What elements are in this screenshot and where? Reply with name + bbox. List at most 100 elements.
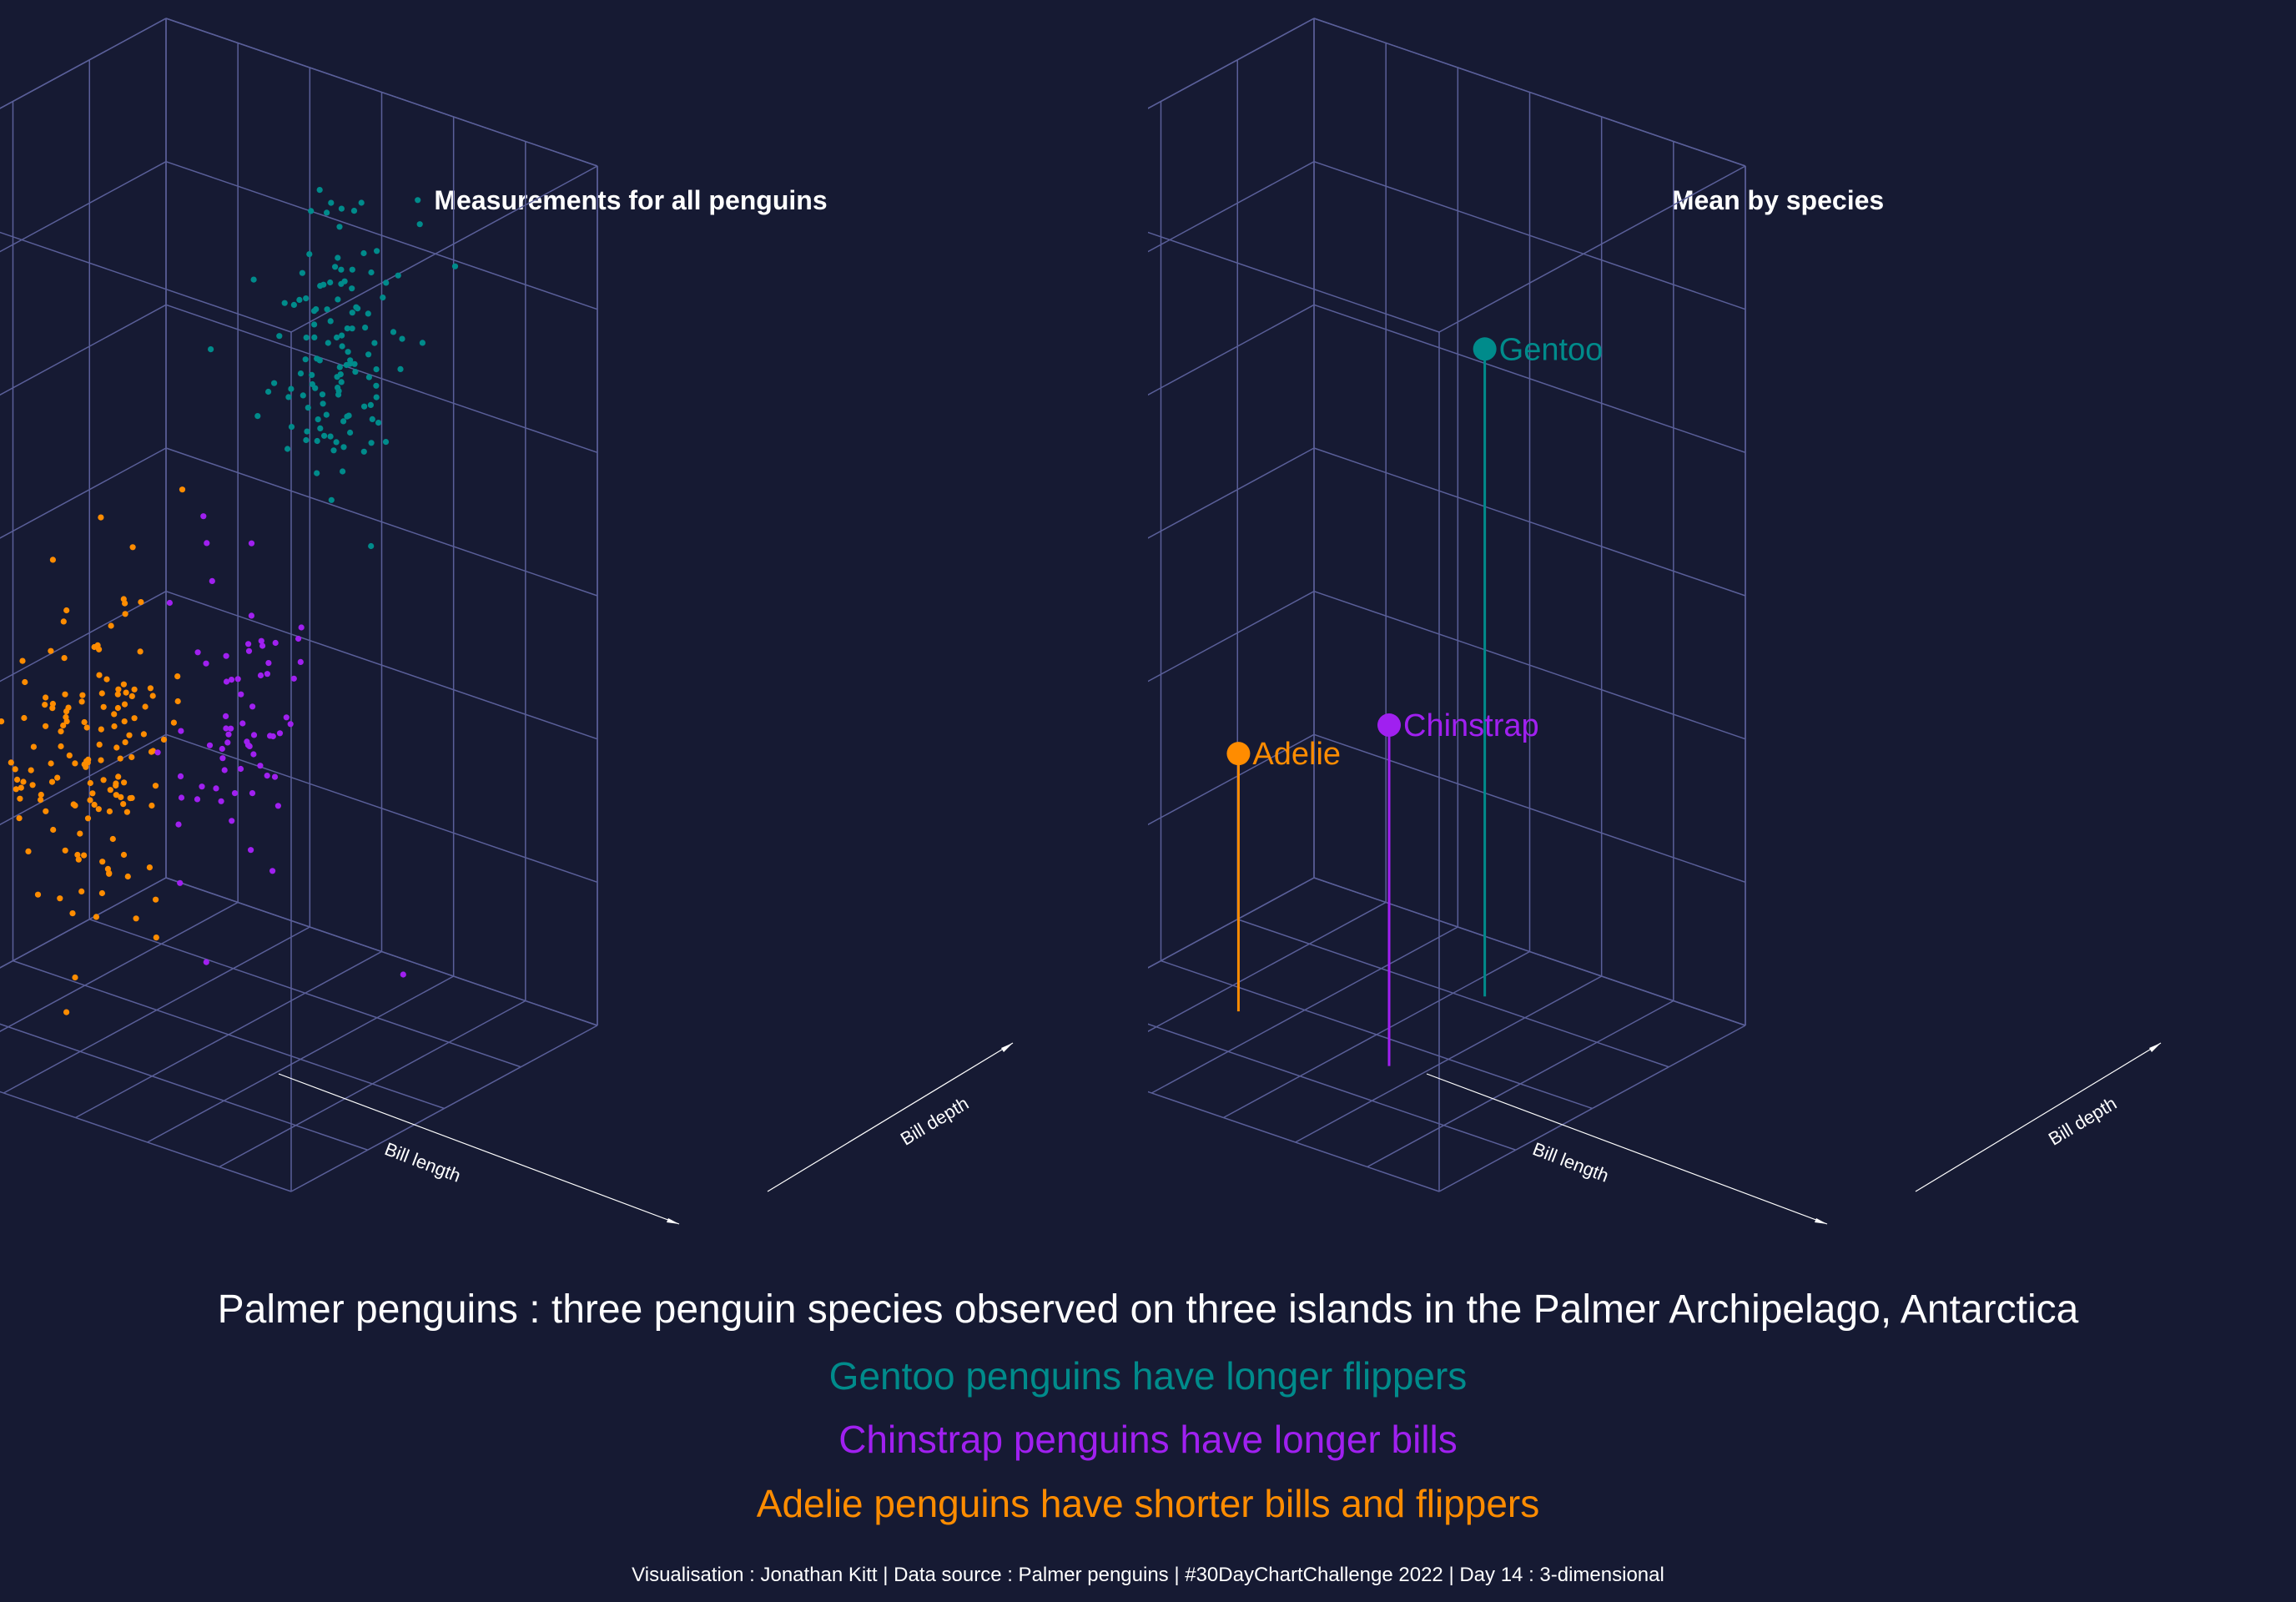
data-point <box>219 755 226 762</box>
data-point <box>98 726 104 733</box>
data-point <box>246 743 253 750</box>
data-point <box>153 896 159 903</box>
data-point <box>153 934 159 941</box>
data-point <box>19 657 26 664</box>
grid-line <box>0 1091 292 1192</box>
data-point <box>245 641 252 647</box>
data-point <box>149 802 155 809</box>
data-point <box>371 340 378 346</box>
data-point <box>219 745 225 753</box>
data-point <box>95 806 102 813</box>
data-point <box>316 187 323 194</box>
grid-line <box>165 590 598 740</box>
data-point <box>340 468 346 475</box>
means: Gentoo Adelie Chinstrap <box>1226 332 1604 1066</box>
data-point <box>50 826 57 834</box>
data-point <box>206 742 214 748</box>
grid-line <box>1313 160 1746 310</box>
data-point <box>124 873 131 880</box>
data-point <box>178 728 184 734</box>
data-point <box>269 868 276 874</box>
grid-line <box>1438 165 1746 333</box>
x-axis-label: Bill length <box>1530 1138 1612 1186</box>
data-point <box>121 718 128 725</box>
data-point <box>333 439 340 446</box>
data-point <box>335 388 342 395</box>
data-point <box>382 439 390 446</box>
data-point <box>104 865 111 872</box>
data-point <box>63 607 70 614</box>
data-point <box>375 420 382 426</box>
grid-line <box>0 18 167 109</box>
data-point <box>174 698 181 705</box>
mean-label-gentoo: Gentoo <box>1499 332 1604 367</box>
y-axis-label: Bill depth <box>897 1093 972 1150</box>
data-point <box>358 199 365 206</box>
data-point <box>324 209 330 216</box>
data-point <box>303 335 310 341</box>
data-point <box>320 400 326 407</box>
data-point <box>368 269 375 276</box>
left-panel-title: Measurements for all penguins <box>434 185 828 215</box>
data-point <box>38 797 44 804</box>
data-point <box>338 379 345 385</box>
x-axis-label: Bill length <box>382 1138 464 1186</box>
data-point <box>204 540 210 547</box>
data-point <box>248 847 254 854</box>
data-point <box>304 428 310 435</box>
caption-gentoo: Gentoo penguins have longer flippers <box>828 1354 1468 1398</box>
data-point <box>138 599 144 606</box>
grid-box <box>1148 18 1746 1192</box>
data-point <box>254 413 261 420</box>
data-point <box>74 851 81 859</box>
data-point <box>276 333 283 340</box>
data-point <box>248 540 255 547</box>
data-point <box>121 701 128 708</box>
data-point <box>91 643 98 651</box>
data-point <box>313 306 320 313</box>
data-point <box>367 401 374 408</box>
data-point <box>259 642 266 649</box>
data-point <box>257 763 264 769</box>
data-point <box>62 691 68 698</box>
data-point <box>194 649 201 656</box>
data-point <box>362 325 369 331</box>
grid-line <box>1148 304 1315 396</box>
grid-line <box>1148 231 1440 333</box>
data-point <box>365 351 372 358</box>
data-point <box>288 385 295 392</box>
data-point <box>58 743 64 750</box>
data-point <box>111 723 118 730</box>
data-point <box>72 974 78 981</box>
data-point <box>349 266 355 273</box>
data-point <box>238 691 244 698</box>
data-point <box>75 856 82 863</box>
data-point <box>373 366 380 373</box>
data-point <box>117 755 123 762</box>
data-point <box>308 208 315 214</box>
data-point <box>373 394 380 400</box>
data-point <box>303 436 310 444</box>
data-point <box>69 910 76 917</box>
data-point <box>257 672 264 679</box>
data-point <box>179 486 186 493</box>
data-point <box>355 305 361 312</box>
data-point <box>274 803 281 809</box>
data-point <box>295 635 302 642</box>
data-point <box>321 432 328 439</box>
grid-line <box>0 304 167 396</box>
caption-credit: Visualisation : Jonathan Kitt | Data sou… <box>632 1564 1664 1586</box>
data-point <box>332 264 339 270</box>
data-point <box>311 334 318 340</box>
data-point <box>338 266 345 273</box>
data-point <box>22 678 28 686</box>
data-point <box>81 852 88 859</box>
data-point <box>271 773 279 780</box>
grid-line <box>1313 733 1746 884</box>
data-point <box>349 325 355 332</box>
data-point <box>239 720 246 727</box>
grid-line <box>0 591 167 683</box>
data-point <box>287 721 294 728</box>
data-point <box>314 437 320 445</box>
